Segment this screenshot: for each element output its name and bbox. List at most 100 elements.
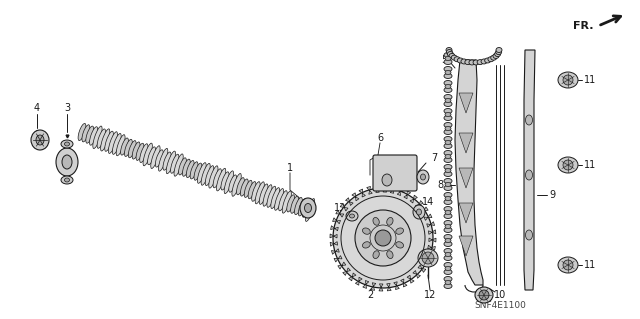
- Text: 10: 10: [494, 290, 506, 300]
- Ellipse shape: [232, 174, 241, 196]
- Ellipse shape: [445, 197, 451, 201]
- Ellipse shape: [373, 251, 380, 258]
- Ellipse shape: [495, 49, 502, 55]
- Ellipse shape: [31, 130, 49, 150]
- Polygon shape: [459, 133, 473, 153]
- Polygon shape: [418, 265, 426, 272]
- Ellipse shape: [558, 72, 578, 88]
- Ellipse shape: [465, 60, 471, 65]
- Ellipse shape: [444, 199, 452, 204]
- Ellipse shape: [445, 182, 451, 187]
- Ellipse shape: [445, 280, 451, 285]
- Ellipse shape: [444, 144, 452, 149]
- Ellipse shape: [444, 213, 452, 219]
- Ellipse shape: [120, 138, 129, 155]
- Ellipse shape: [171, 154, 179, 173]
- Ellipse shape: [82, 125, 90, 142]
- Ellipse shape: [444, 256, 452, 261]
- Ellipse shape: [190, 162, 198, 179]
- Polygon shape: [331, 226, 339, 231]
- Ellipse shape: [444, 115, 452, 121]
- Ellipse shape: [93, 126, 102, 149]
- Ellipse shape: [445, 225, 451, 228]
- Polygon shape: [422, 259, 430, 266]
- Ellipse shape: [420, 174, 426, 180]
- Ellipse shape: [349, 214, 355, 218]
- Ellipse shape: [263, 185, 272, 206]
- Polygon shape: [459, 93, 473, 113]
- Polygon shape: [459, 203, 473, 223]
- Ellipse shape: [444, 80, 452, 85]
- Ellipse shape: [396, 242, 403, 248]
- Ellipse shape: [491, 55, 497, 60]
- Ellipse shape: [444, 66, 452, 71]
- Polygon shape: [428, 245, 435, 250]
- Polygon shape: [424, 214, 432, 220]
- Ellipse shape: [446, 48, 452, 53]
- Ellipse shape: [445, 56, 451, 61]
- Ellipse shape: [132, 142, 140, 159]
- Text: 4: 4: [34, 103, 40, 113]
- Text: 1: 1: [287, 163, 293, 173]
- Ellipse shape: [65, 142, 70, 146]
- Ellipse shape: [447, 52, 453, 56]
- Ellipse shape: [488, 57, 494, 62]
- Ellipse shape: [166, 151, 175, 174]
- Text: 6: 6: [377, 133, 383, 143]
- Ellipse shape: [151, 146, 160, 168]
- Ellipse shape: [302, 200, 310, 217]
- Ellipse shape: [444, 137, 452, 142]
- FancyBboxPatch shape: [373, 155, 417, 191]
- Ellipse shape: [36, 135, 44, 145]
- Ellipse shape: [65, 178, 70, 182]
- Ellipse shape: [444, 130, 452, 135]
- Ellipse shape: [113, 133, 121, 154]
- Ellipse shape: [445, 127, 451, 130]
- Ellipse shape: [278, 191, 287, 211]
- Polygon shape: [330, 241, 337, 246]
- Polygon shape: [343, 268, 351, 275]
- Ellipse shape: [461, 59, 467, 64]
- Ellipse shape: [444, 284, 452, 288]
- Ellipse shape: [444, 94, 452, 100]
- Ellipse shape: [194, 163, 202, 180]
- Polygon shape: [383, 185, 387, 192]
- Ellipse shape: [445, 253, 451, 256]
- Circle shape: [479, 290, 489, 300]
- Polygon shape: [426, 252, 433, 258]
- Ellipse shape: [445, 266, 451, 271]
- Text: FR.: FR.: [573, 21, 594, 31]
- Ellipse shape: [446, 49, 452, 55]
- Ellipse shape: [90, 127, 98, 145]
- Ellipse shape: [271, 188, 280, 209]
- Ellipse shape: [105, 131, 113, 151]
- Ellipse shape: [417, 209, 422, 215]
- Ellipse shape: [61, 140, 73, 148]
- Ellipse shape: [362, 228, 370, 234]
- Ellipse shape: [182, 159, 190, 176]
- Polygon shape: [338, 262, 346, 269]
- Ellipse shape: [444, 227, 452, 233]
- Ellipse shape: [346, 211, 358, 221]
- Ellipse shape: [241, 179, 248, 196]
- Ellipse shape: [255, 182, 264, 204]
- Ellipse shape: [259, 184, 268, 204]
- Polygon shape: [524, 50, 535, 290]
- Ellipse shape: [495, 52, 500, 56]
- Ellipse shape: [213, 169, 221, 188]
- Polygon shape: [334, 256, 342, 262]
- Ellipse shape: [493, 54, 499, 58]
- Ellipse shape: [445, 211, 451, 214]
- Ellipse shape: [484, 58, 491, 63]
- Ellipse shape: [444, 249, 452, 254]
- Ellipse shape: [100, 129, 110, 151]
- Polygon shape: [352, 193, 359, 201]
- Ellipse shape: [469, 60, 475, 65]
- Ellipse shape: [201, 163, 210, 185]
- Ellipse shape: [124, 139, 132, 156]
- Ellipse shape: [174, 154, 183, 176]
- Polygon shape: [459, 236, 473, 256]
- Polygon shape: [367, 186, 372, 194]
- Ellipse shape: [224, 171, 234, 194]
- Ellipse shape: [86, 126, 93, 143]
